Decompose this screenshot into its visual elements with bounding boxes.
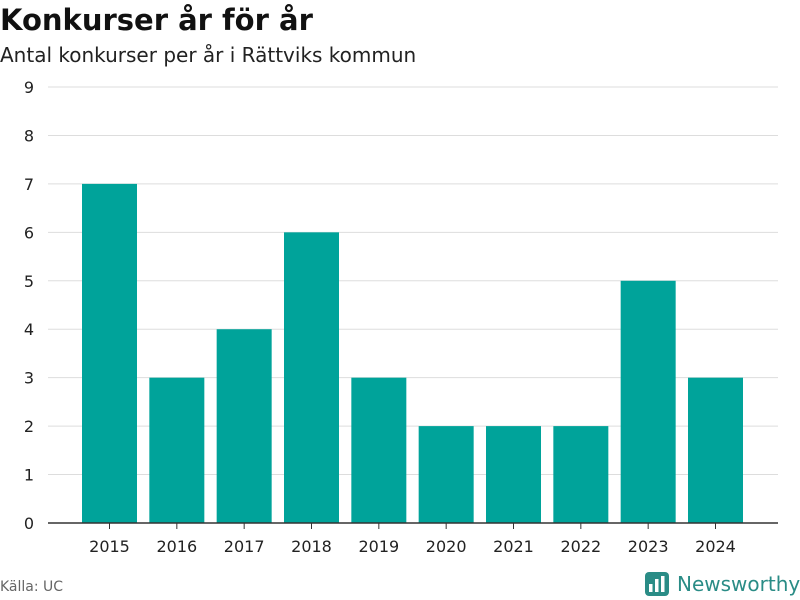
x-tick-label: 2020 — [426, 537, 467, 556]
x-tick-label: 2022 — [560, 537, 601, 556]
y-tick-label: 7 — [24, 175, 34, 194]
y-tick-label: 3 — [24, 369, 34, 388]
x-tick-label: 2015 — [89, 537, 130, 556]
bars — [82, 183, 743, 524]
x-tick-label: 2017 — [224, 537, 265, 556]
x-tick-label: 2024 — [695, 537, 736, 556]
bar-2017 — [216, 329, 272, 523]
brand-name: Newsworthy — [677, 572, 800, 596]
y-tick-label: 5 — [24, 272, 34, 291]
source-note: Källa: UC — [0, 579, 64, 595]
x-tick-label: 2021 — [493, 537, 534, 556]
x-tick-label: 2016 — [156, 537, 197, 556]
bar-2020 — [418, 426, 474, 523]
bar-2018 — [284, 232, 339, 524]
bar-2016 — [149, 377, 205, 523]
x-tick-label: 2023 — [628, 537, 669, 556]
newsworthy-logo-icon — [645, 572, 669, 596]
bar-2015 — [82, 183, 137, 523]
bar-2023 — [620, 280, 676, 523]
bar-2019 — [351, 377, 407, 523]
y-tick-label: 9 — [24, 78, 34, 97]
y-tick-label: 0 — [24, 514, 34, 533]
y-tick-label: 2 — [24, 417, 34, 436]
y-tick-label: 8 — [24, 126, 34, 145]
y-tick-label: 4 — [24, 320, 34, 339]
bar-2021 — [486, 426, 541, 523]
y-tick-label: 1 — [24, 466, 34, 485]
bar-2024 — [688, 377, 743, 523]
y-tick-label: 6 — [24, 223, 34, 242]
x-tick-label: 2018 — [291, 537, 332, 556]
bar-2022 — [553, 426, 609, 523]
y-axis-ticks: 0 1 2 3 4 5 6 7 8 9 — [24, 78, 34, 533]
x-axis-ticks: 2015 2016 2017 2018 2019 2020 2021 2022 2023 2024 — [89, 523, 736, 556]
chart-subtitle: Antal konkurser per år i Rättviks kommun — [0, 43, 417, 67]
chart-title: Konkurser år för år — [0, 3, 313, 37]
newsworthy-logo: Newsworthy — [644, 569, 800, 599]
x-tick-label: 2019 — [358, 537, 399, 556]
